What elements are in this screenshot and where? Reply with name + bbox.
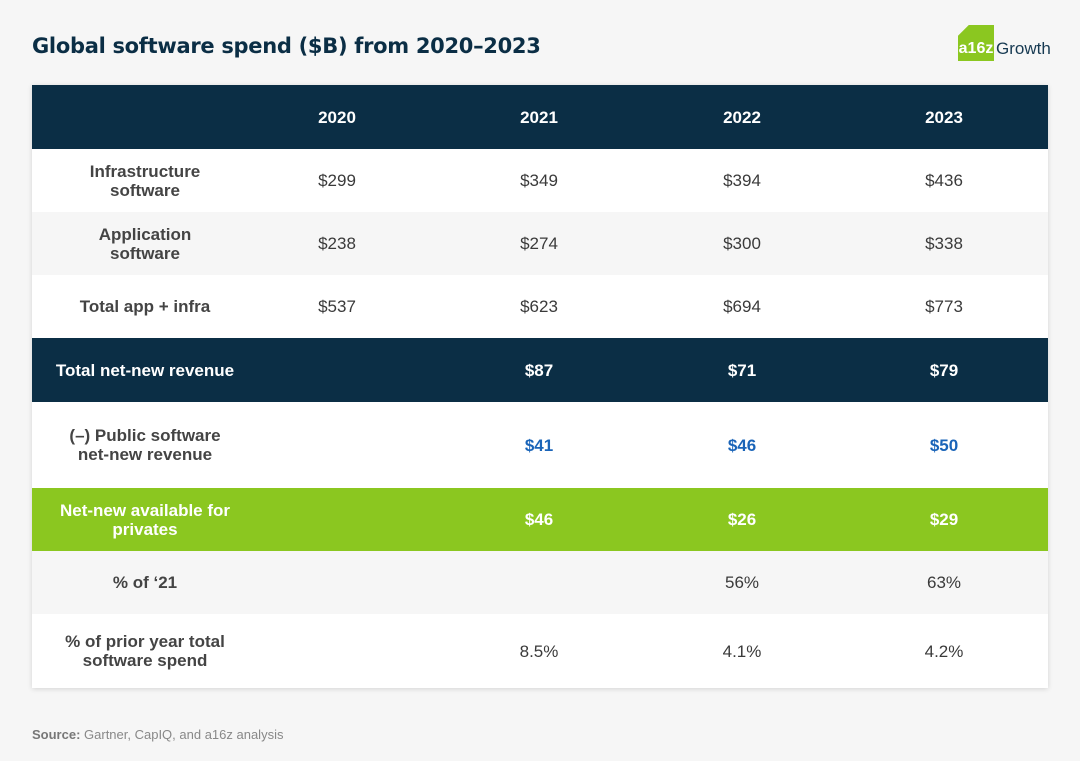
table-cell: 63% (926, 573, 962, 592)
a16z-growth-logo: a16z Growth (958, 25, 1051, 61)
row-label-line: (–) Public software (69, 426, 221, 445)
logo-wordmark: Growth (996, 39, 1051, 58)
table-header-row: 2020 2021 2022 2023 (32, 85, 1048, 149)
table-row-net-new-available-privates: Net-new available for privates $46 $26 $… (32, 488, 1048, 551)
table-cell: $71 (727, 360, 757, 380)
table-cell: $41 (524, 435, 554, 455)
table-cell: $537 (318, 297, 356, 316)
table-cell: $26 (727, 510, 757, 529)
row-label-line: Infrastructure (89, 161, 201, 181)
row-label-line: Net-new available for (59, 500, 231, 520)
row-label: Total net-new revenue (55, 360, 235, 380)
table-cell: $274 (520, 234, 558, 253)
row-label: % of ‘21 (112, 573, 178, 592)
table-cell: $299 (318, 171, 356, 190)
row-label: (–) Public software net-new revenue (44, 426, 246, 464)
table-cell: $46 (524, 510, 554, 529)
source-note: Source: Gartner, CapIQ, and a16z analysi… (32, 727, 283, 742)
table-cell: $773 (925, 297, 963, 316)
table-row-infrastructure-software: Infrastructure software $299 $349 $394 $… (32, 149, 1048, 212)
table-cell: 8.5% (519, 641, 559, 661)
table-cell: $46 (727, 435, 757, 455)
row-label-line: % of prior year total (65, 632, 225, 651)
row-label-line: Application (98, 224, 192, 244)
table-cell: $50 (929, 435, 959, 455)
row-label-line: privates (112, 519, 178, 539)
table-cell: 56% (724, 573, 760, 592)
row-label: Infrastructure software (44, 162, 246, 200)
column-header-2021: 2021 (520, 107, 558, 127)
logo-badge: a16z (958, 25, 994, 61)
table-cell: $29 (929, 510, 959, 529)
table-cell: $338 (925, 234, 963, 253)
table-cell: $349 (520, 171, 558, 190)
source-label: Source: (32, 727, 81, 742)
column-header-2023: 2023 (925, 107, 963, 127)
table-row-total-net-new-revenue: Total net-new revenue $87 $71 $79 (32, 338, 1048, 402)
table-cell: $436 (925, 171, 963, 190)
row-label-line: software (110, 180, 180, 200)
table-cell: $300 (723, 234, 761, 253)
data-table: 2020 2021 2022 2023 Infrastructure softw… (32, 85, 1048, 688)
column-header-2022: 2022 (723, 107, 761, 127)
row-label-line: net-new revenue (77, 445, 213, 464)
row-label: % of prior year total software spend (44, 632, 246, 670)
table-row-public-net-new-revenue: (–) Public software net-new revenue $41 … (32, 402, 1048, 488)
row-label: Net-new available for privates (44, 501, 246, 539)
table-row-total-app-infra: Total app + infra $537 $623 $694 $773 (32, 275, 1048, 338)
chart-title: Global software spend ($B) from 2020–202… (32, 34, 541, 58)
table-row-percent-of-prior-year: % of prior year total software spend 8.5… (32, 614, 1048, 688)
table-cell: $394 (723, 171, 761, 190)
table-cell: $623 (520, 297, 558, 316)
table-cell: $694 (723, 297, 761, 316)
source-text: Gartner, CapIQ, and a16z analysis (80, 727, 284, 742)
table-cell: 4.2% (924, 641, 964, 661)
row-label-line: software spend (82, 651, 208, 670)
column-header-2020: 2020 (318, 107, 356, 127)
table-cell: $79 (929, 360, 959, 380)
table-row-percent-of-21: % of ‘21 56% 63% (32, 551, 1048, 614)
row-label: Application software (44, 225, 246, 263)
table-cell: $87 (524, 360, 554, 380)
table-cell: $238 (318, 234, 356, 253)
row-label: Total app + infra (79, 297, 211, 316)
row-label-line: software (110, 243, 180, 263)
table-cell: 4.1% (722, 641, 762, 661)
table-row-application-software: Application software $238 $274 $300 $338 (32, 212, 1048, 275)
